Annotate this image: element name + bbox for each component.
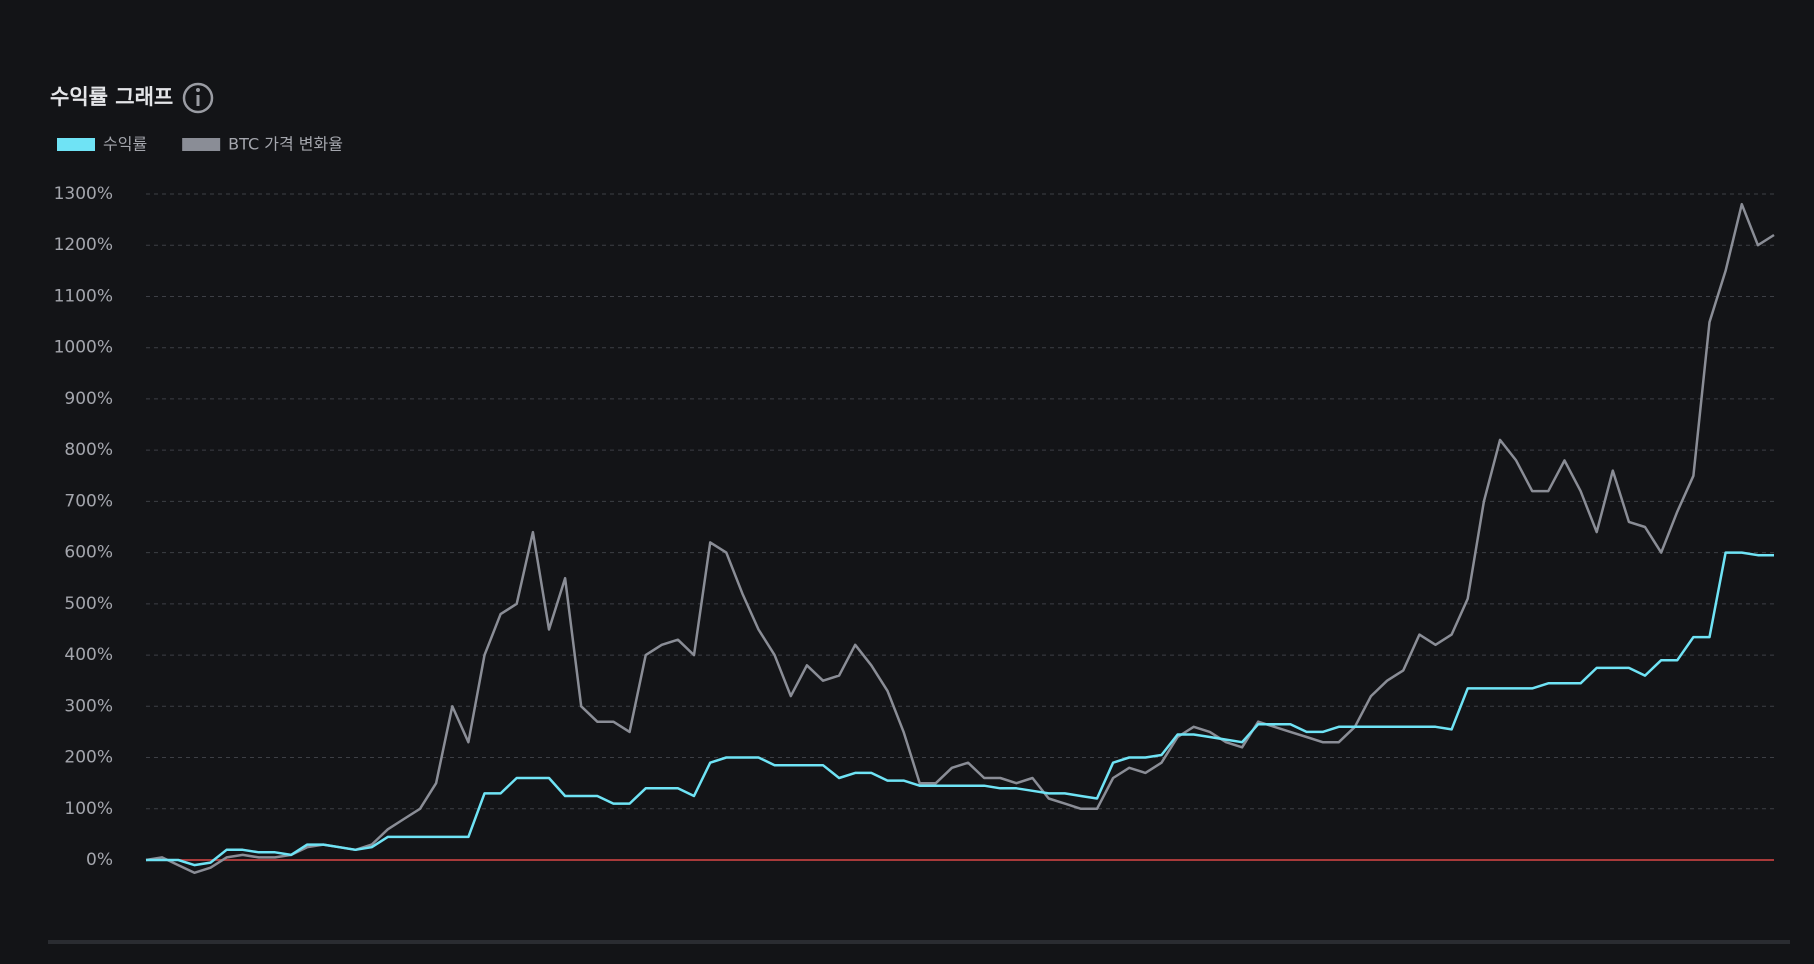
y-tick-label: 1100% bbox=[54, 286, 113, 306]
y-tick-label: 200% bbox=[64, 748, 113, 768]
legend-swatch bbox=[57, 138, 95, 151]
y-tick-label: 1200% bbox=[54, 235, 113, 255]
y-tick-label: 300% bbox=[64, 696, 113, 716]
y-tick-label: 100% bbox=[64, 799, 113, 819]
y-tick-label: 800% bbox=[64, 440, 113, 460]
series-line bbox=[145, 202, 1775, 875]
y-tick-label: 1000% bbox=[54, 338, 113, 358]
y-tick-label: 600% bbox=[64, 543, 113, 563]
info-icon[interactable] bbox=[182, 82, 214, 114]
y-tick-label: 900% bbox=[64, 389, 113, 409]
legend-label: 수익률 bbox=[103, 135, 147, 154]
chart-title: 수익률 그래프 bbox=[50, 85, 173, 109]
y-tick-label: 700% bbox=[64, 491, 113, 511]
legend-label: BTC 가격 변화율 bbox=[228, 135, 343, 154]
y-tick-label: 1300% bbox=[54, 184, 113, 204]
y-tick-label: 500% bbox=[64, 594, 113, 614]
series-line bbox=[146, 551, 1774, 867]
legend-swatch bbox=[182, 138, 221, 151]
y-tick-label: 400% bbox=[64, 645, 113, 665]
y-tick-label: 0% bbox=[86, 850, 113, 870]
bottom-divider bbox=[48, 940, 1790, 944]
